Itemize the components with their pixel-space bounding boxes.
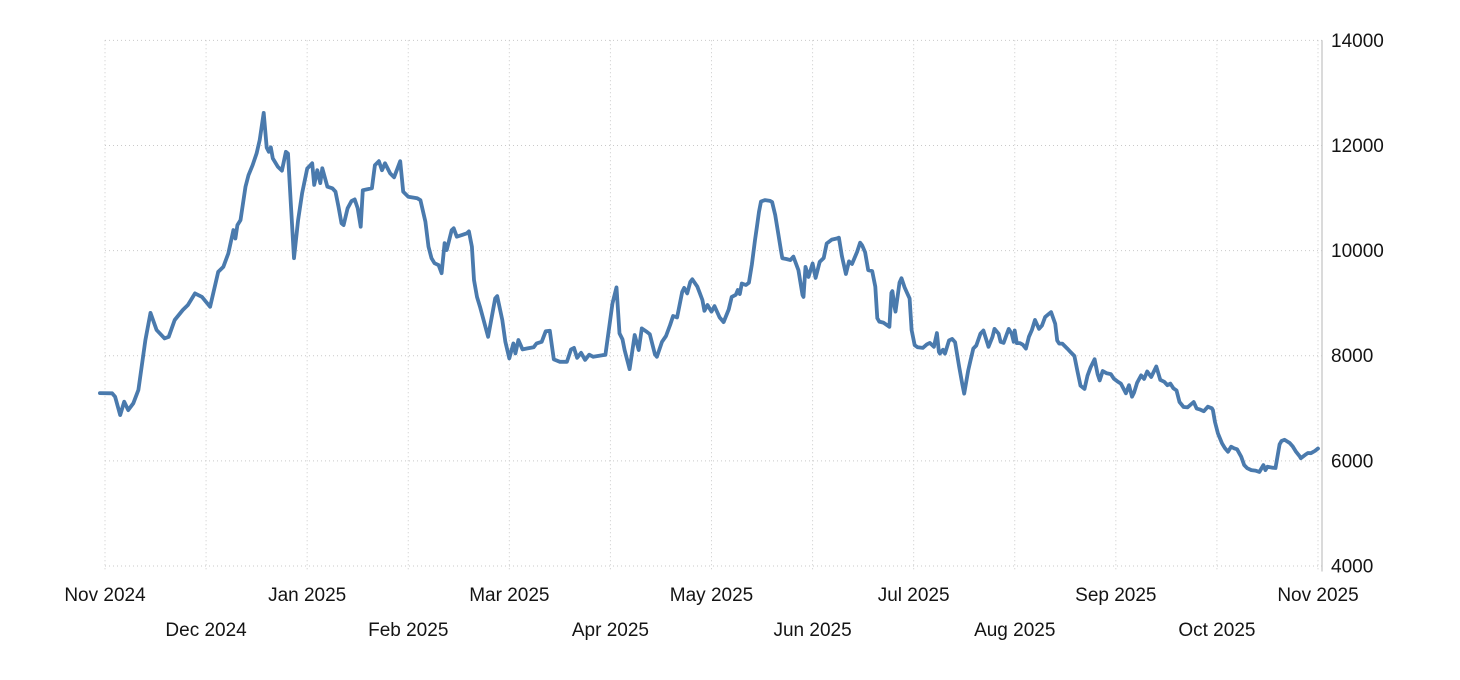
x-axis-label: Sep 2025	[1075, 585, 1156, 606]
y-axis-label: 8000	[1331, 346, 1373, 367]
x-axis-label: Feb 2025	[368, 620, 448, 641]
y-axis-label: 6000	[1331, 451, 1373, 472]
y-axis-label: 10000	[1331, 241, 1384, 262]
x-axis-label: Jun 2025	[773, 620, 851, 641]
x-axis-label: Jul 2025	[878, 585, 950, 606]
x-axis-label: Aug 2025	[974, 620, 1055, 641]
x-axis-label: Nov 2025	[1277, 585, 1358, 606]
y-axis-label: 12000	[1331, 136, 1384, 157]
x-axis-label: May 2025	[670, 585, 753, 606]
x-axis-label: Apr 2025	[572, 620, 649, 641]
y-axis-label: 14000	[1331, 31, 1384, 52]
x-axis-label: Oct 2025	[1178, 620, 1255, 641]
y-axis-label: 4000	[1331, 557, 1373, 578]
price-line-series	[98, 111, 1320, 474]
x-axis-label: Dec 2024	[165, 620, 247, 641]
x-axis-label: Nov 2024	[64, 585, 146, 606]
x-axis-label: Mar 2025	[469, 585, 549, 606]
x-axis-label: Jan 2025	[268, 585, 346, 606]
